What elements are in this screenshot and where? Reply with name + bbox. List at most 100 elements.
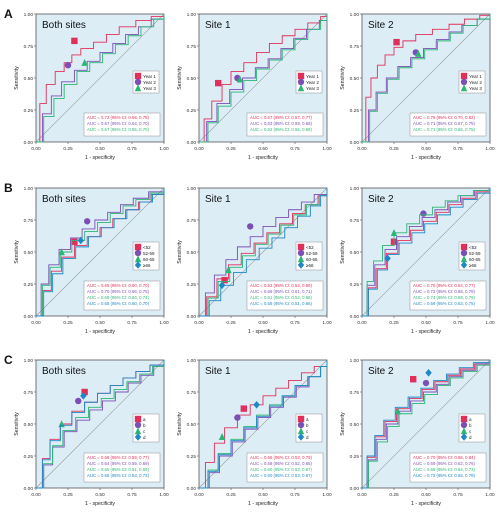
x-tick-label: 0.00 xyxy=(357,320,367,326)
legend-marker xyxy=(134,421,142,429)
roc-panel: Site 1 0.00 0.25 0.50 0.75 1.00 0.00 0.25 0.50 0.… xyxy=(177,12,332,161)
auc-text: AUC = 0.72 (95% CI: 0.65, 0.78) xyxy=(413,473,476,478)
roc-curve xyxy=(36,360,165,489)
roc-panel: B Both sites 0.00 0.25 0.50 0.75 1.00 0.00 0.25 0… xyxy=(4,181,169,335)
auc-text: AUC = 0.69 (95% CI: 0.62, 0.76) xyxy=(413,461,476,466)
auc-text: AUC = 0.70 (95% CI: 0.64, 0.77) xyxy=(413,283,476,288)
y-tick-label: 0.75 xyxy=(187,390,197,396)
cutoff-marker xyxy=(390,229,398,236)
roc-panel: Site 1 0.00 0.25 0.50 0.75 1.00 0.00 0.25 0.50 0.… xyxy=(177,358,332,507)
cutoff-marker xyxy=(415,49,422,57)
legend-marker xyxy=(297,249,305,257)
x-tick-label: 0.25 xyxy=(389,492,399,498)
auc-box xyxy=(246,452,324,483)
reference-diagonal xyxy=(198,359,328,489)
y-tick-label: 0.00 xyxy=(350,486,360,492)
y-axis-label: Sensitivity xyxy=(177,240,183,264)
cutoff-marker xyxy=(221,276,228,284)
y-tick-label: 1.00 xyxy=(187,186,197,192)
x-tick-label: 0.50 xyxy=(421,492,431,498)
x-tick-label: 0.00 xyxy=(31,146,41,152)
legend-label: d xyxy=(306,435,309,440)
auc-text: AUC = 0.70 (95% CI: 0.66, 0.75) xyxy=(87,289,150,294)
x-tick-label: 0.75 xyxy=(127,146,137,152)
panel-title: Site 2 xyxy=(368,194,394,205)
roc-curve xyxy=(199,360,328,489)
legend-label: a xyxy=(143,417,146,422)
x-tick-label: 0.25 xyxy=(389,146,399,152)
x-tick-label: 0.00 xyxy=(31,320,41,326)
legend-label: d xyxy=(469,435,472,440)
x-tick-label: 0.25 xyxy=(226,320,236,326)
auc-text: AUC = 0.72 (95% CI: 0.65, 0.78) xyxy=(413,289,476,294)
auc-box xyxy=(83,452,161,483)
y-tick-label: 0.75 xyxy=(24,218,34,224)
legend-marker xyxy=(460,255,468,263)
legend-label: Year 2 xyxy=(306,80,319,85)
cutoff-marker xyxy=(384,254,391,263)
y-tick-label: 0.25 xyxy=(350,282,360,288)
panel-title: Site 1 xyxy=(205,20,231,31)
y-tick-label: 0.25 xyxy=(350,454,360,460)
x-tick-label: 1.00 xyxy=(159,320,169,326)
roc-curve xyxy=(362,14,491,143)
roc-curve xyxy=(362,188,491,317)
legend-marker xyxy=(460,78,468,86)
reference-diagonal xyxy=(35,359,165,489)
y-tick-label: 1.00 xyxy=(350,12,360,18)
auc-text: AUC = 0.71 (95% CI: 0.66, 0.75) xyxy=(413,127,476,132)
y-tick-label: 1.00 xyxy=(350,358,360,364)
legend-label: c xyxy=(469,429,472,434)
x-tick-label: 0.75 xyxy=(127,320,137,326)
legend-marker xyxy=(297,78,305,86)
x-tick-label: 0.50 xyxy=(95,320,105,326)
reference-diagonal xyxy=(361,13,491,143)
roc-panel: Site 2 0.00 0.25 0.50 0.75 1.00 0.00 0.25 0.50 0.… xyxy=(340,12,495,161)
x-tick-label: 0.50 xyxy=(258,492,268,498)
x-tick-label: 0.75 xyxy=(453,320,463,326)
x-tick-label: 0.00 xyxy=(31,492,41,498)
x-tick-label: 0.75 xyxy=(127,492,137,498)
panel-letter: B xyxy=(4,181,13,195)
legend-marker xyxy=(460,433,468,441)
y-tick-label: 0.00 xyxy=(350,314,360,320)
auc-text: AUC = 0.58 (95% CI: 0.51, 0.66) xyxy=(250,301,313,306)
legend-label: c xyxy=(143,429,146,434)
legend-marker xyxy=(134,249,142,257)
auc-text: AUC = 0.66 (95% CI: 0.61, 0.71) xyxy=(250,289,313,294)
roc-curve xyxy=(36,14,165,143)
auc-box xyxy=(246,112,324,137)
legend-label: Year 3 xyxy=(306,86,319,91)
roc-curve xyxy=(199,188,328,317)
x-axis-label: 1 - specificity xyxy=(85,329,115,335)
legend-marker xyxy=(460,249,468,257)
auc-text: AUC = 0.74 (95% CI: 0.69, 0.79) xyxy=(413,295,476,300)
cutoff-marker xyxy=(80,392,87,400)
y-tick-label: 0.50 xyxy=(350,76,360,82)
y-tick-label: 1.00 xyxy=(24,186,34,192)
roc-curve xyxy=(199,14,328,143)
y-tick-label: 1.00 xyxy=(187,358,197,364)
x-tick-label: 0.75 xyxy=(453,146,463,152)
auc-text: AUC = 0.76 (95% CI: 0.70, 0.82) xyxy=(413,115,476,120)
roc-curve xyxy=(199,188,328,317)
legend-marker xyxy=(134,72,142,80)
legend-label: <52 xyxy=(306,245,314,250)
y-tick-label: 0.25 xyxy=(350,108,360,114)
y-tick-label: 0.25 xyxy=(187,282,197,288)
legend-label: 52-59 xyxy=(143,251,155,256)
auc-text: AUC = 0.62 (95% CI: 0.56, 0.68) xyxy=(250,127,313,132)
x-tick-label: 0.25 xyxy=(63,146,73,152)
auc-text: AUC = 0.60 (95% CI: 0.53, 0.67) xyxy=(250,473,313,478)
cutoff-marker xyxy=(218,433,226,440)
y-axis-label: Sensitivity xyxy=(340,240,346,264)
roc-curve xyxy=(36,188,165,317)
y-tick-label: 1.00 xyxy=(24,12,34,18)
roc-curve xyxy=(36,14,165,143)
legend-marker xyxy=(134,243,142,251)
legend-label: ≥66 xyxy=(306,263,314,268)
x-tick-label: 1.00 xyxy=(322,492,332,498)
auc-text: AUC = 0.68 (95% CI: 0.64, 0.73) xyxy=(413,467,476,472)
auc-text: AUC = 0.69 (95% CI: 0.63, 0.75) xyxy=(413,301,476,306)
